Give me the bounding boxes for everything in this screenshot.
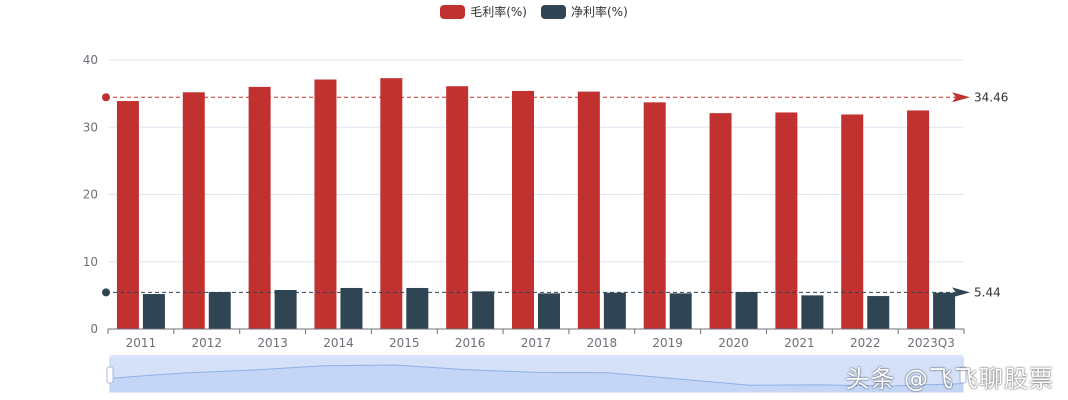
bar-net-margin	[867, 296, 890, 329]
zoom-preview-line	[109, 364, 964, 387]
bar-net-margin	[406, 287, 429, 329]
bar-gross-margin	[907, 110, 930, 329]
y-tick-label: 0	[90, 322, 98, 336]
legend-label-net-margin: 净利率(%)	[571, 5, 628, 19]
x-tick-label: 2019	[652, 336, 683, 350]
y-tick-label: 20	[83, 188, 98, 202]
bar-net-margin	[340, 287, 363, 329]
axes: 0 10 20 30 40 2011 2012 2013 2014 2015 2016 2017 201…	[83, 53, 965, 350]
x-tick-label: 2022	[850, 336, 881, 350]
x-tick-label: 2016	[455, 336, 486, 350]
bar-gross-margin	[248, 86, 271, 330]
data-zoom-slider[interactable]	[106, 355, 967, 393]
mark-line-arrow	[952, 287, 970, 298]
x-tick-label: 2023Q3	[907, 336, 955, 350]
bar-gross-margin	[446, 86, 469, 329]
legend-swatch-net-margin	[541, 4, 566, 19]
bar-gross-margin	[577, 91, 600, 329]
bar-net-margin	[142, 294, 165, 329]
y-tick-label: 40	[83, 53, 98, 67]
legend: 毛利率(%) 净利率(%)	[0, 3, 1068, 20]
bar-net-margin	[538, 293, 560, 329]
bar-net-margin	[933, 292, 956, 329]
bar-gross-margin	[314, 79, 337, 329]
bar-net-margin	[208, 292, 231, 329]
bar-gross-margin	[841, 114, 864, 329]
x-tick-label: 2018	[587, 336, 618, 350]
bar-net-margin	[735, 292, 758, 329]
x-tick-label: 2014	[323, 336, 354, 350]
mark-line-arrow	[952, 92, 970, 103]
x-tick-label: 2020	[718, 336, 749, 350]
mark-line-label: 5.44	[974, 285, 1001, 299]
x-tick-label: 2012	[191, 336, 222, 350]
average-mark-lines: 34.46 5.44	[102, 90, 1008, 299]
x-tick-label: 2011	[126, 336, 157, 350]
bar-gross-margin	[380, 78, 403, 329]
zoom-drag-bar[interactable]	[110, 355, 963, 358]
bar-gross-margin	[775, 112, 798, 329]
bar-gross-margin	[116, 101, 139, 330]
bar-gross-margin	[709, 113, 732, 329]
bar-net-margin	[274, 289, 297, 329]
y-tick-label: 30	[83, 120, 98, 134]
bar-gross-margin	[512, 90, 534, 329]
bar-net-margin	[801, 295, 824, 329]
bar-net-margin	[603, 292, 626, 329]
legend-item-net-margin[interactable]: 净利率(%)	[541, 3, 628, 20]
legend-label-gross-margin: 毛利率(%)	[470, 5, 527, 19]
bars	[116, 78, 956, 330]
watermark-text: 头条 @飞飞聊股票	[845, 365, 1054, 393]
grid-lines	[108, 59, 964, 263]
zoom-handle-left[interactable]	[106, 366, 114, 384]
x-tick-label: 2021	[784, 336, 815, 350]
bar-gross-margin	[182, 92, 205, 329]
bar-net-margin	[472, 291, 495, 329]
legend-item-gross-margin[interactable]: 毛利率(%)	[440, 3, 527, 20]
x-tick-label: 2017	[521, 336, 552, 350]
mark-line-label: 34.46	[974, 90, 1008, 104]
y-tick-label: 10	[83, 255, 98, 269]
bar-gross-margin	[643, 102, 666, 330]
legend-swatch-gross-margin	[440, 4, 466, 19]
bar-net-margin	[669, 293, 692, 329]
zoom-handle-right[interactable]	[959, 366, 967, 384]
x-tick-label: 2013	[257, 336, 288, 350]
x-tick-label: 2015	[389, 336, 420, 350]
